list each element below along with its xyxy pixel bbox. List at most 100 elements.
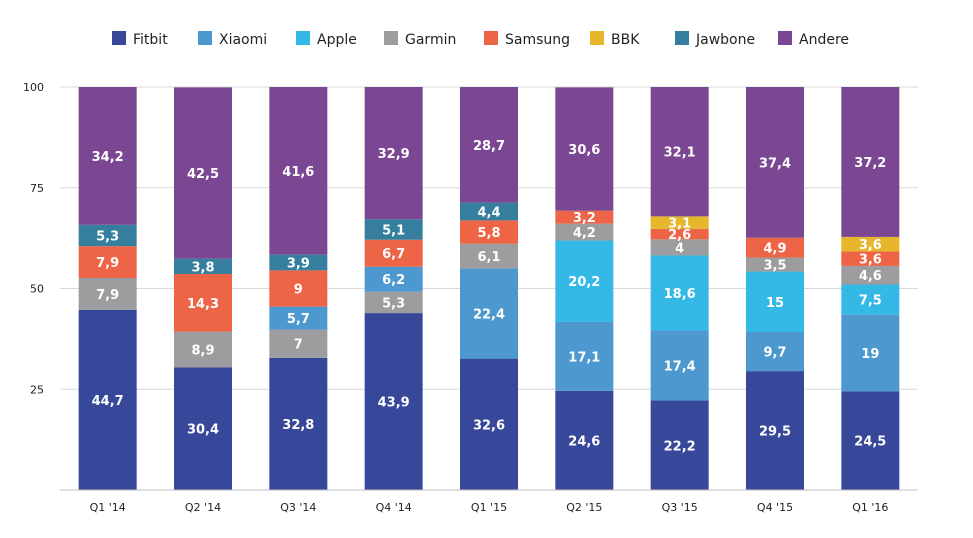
data-label-garmin: 7 <box>294 338 303 353</box>
bar-segment-samsung <box>650 228 709 240</box>
bar-segment-fitbit <box>364 313 423 490</box>
data-label-andere: 42,5 <box>187 167 219 182</box>
bar-segment-fitbit <box>174 367 232 490</box>
bar-segment-garmin <box>555 223 614 241</box>
bar-stack-q3-15: 22,2 17,4 18,6 42,63,1 32,1 <box>650 87 709 490</box>
data-label-fitbit: 24,6 <box>568 434 600 449</box>
data-label-andere: 32,1 <box>664 146 696 161</box>
bar-segment-andere <box>174 87 232 259</box>
legend-label-andere: Andere <box>799 32 849 48</box>
bar-segment-samsung <box>746 237 804 258</box>
legend-swatch-apple <box>296 31 310 45</box>
y-tick-label: 75 <box>30 182 44 195</box>
x-tick-label: Q3 '15 <box>662 501 698 514</box>
data-label-garmin: 4,2 <box>573 226 596 241</box>
bar-segment-andere <box>78 87 137 225</box>
bar-segment-samsung <box>269 270 328 307</box>
bar-segment-garmin <box>269 329 328 358</box>
bar-segment-xiaomi <box>746 332 804 372</box>
data-label-samsung: 14,3 <box>187 297 219 312</box>
data-label-samsung: 2,6 <box>668 228 691 243</box>
data-label-bbk: 3,1 <box>668 217 691 232</box>
y-tick-label: 100 <box>23 81 44 94</box>
data-label-garmin: 3,5 <box>763 259 786 274</box>
data-label-xiaomi: 22,4 <box>473 307 505 322</box>
data-label-andere: 37,2 <box>854 156 886 171</box>
data-label-garmin: 8,9 <box>191 344 214 359</box>
data-label-fitbit: 32,8 <box>282 418 314 433</box>
bar-segment-andere <box>841 87 900 237</box>
x-tick-label: Q1 '16 <box>852 501 888 514</box>
x-tick-label: Q1 '14 <box>90 501 126 514</box>
data-label-samsung: 6,7 <box>382 247 405 262</box>
legend-swatch-samsung <box>484 31 498 45</box>
y-tick-label: 50 <box>30 283 44 296</box>
data-label-andere: 32,9 <box>378 147 410 162</box>
data-label-jawbone: 3,8 <box>191 260 214 275</box>
bar-segment-fitbit <box>460 358 518 490</box>
bar-segment-andere <box>555 87 614 211</box>
data-label-garmin: 6,1 <box>477 250 500 265</box>
legend-swatch-fitbit <box>112 31 126 45</box>
bar-segment-samsung <box>460 220 518 244</box>
data-label-xiaomi: 17,4 <box>664 359 696 374</box>
data-label-garmin: 4,6 <box>859 269 882 284</box>
bar-segment-andere <box>746 87 804 238</box>
data-label-fitbit: 22,2 <box>664 439 696 454</box>
legend-label-apple: Apple <box>317 32 357 48</box>
y-axis-ticks: 25 50 75 100 <box>23 81 44 396</box>
bar-segment-samsung <box>841 251 900 266</box>
x-tick-label: Q1 '15 <box>471 501 507 514</box>
data-label-xiaomi: 9,7 <box>763 346 786 361</box>
bar-stack-q4-14: 43,9 5,3 6,2 6,7 5,1 32,9 <box>364 87 423 490</box>
bar-segment-samsung <box>78 246 137 279</box>
bar-segment-andere <box>364 87 423 220</box>
y-tick-label: 25 <box>30 383 44 396</box>
bar-segment-fitbit <box>746 371 804 490</box>
data-label-samsung: 5,8 <box>477 226 500 241</box>
data-label-garmin: 7,9 <box>96 288 119 303</box>
data-label-apple: 15 <box>766 296 784 311</box>
bar-segment-xiaomi <box>269 306 328 330</box>
data-label-fitbit: 43,9 <box>378 396 410 411</box>
data-label-fitbit: 44,7 <box>92 394 124 409</box>
bar-segment-apple <box>650 255 709 331</box>
bar-stack-q4-15: 29,5 9,7 15 3,5 4,9 37,4 <box>746 87 804 490</box>
data-label-xiaomi: 17,1 <box>568 350 600 365</box>
bar-segment-garmin <box>78 278 137 310</box>
x-tick-label: Q4 '15 <box>757 501 793 514</box>
data-label-fitbit: 24,5 <box>854 435 886 450</box>
bar-segment-apple <box>746 271 804 333</box>
data-label-apple: 7,5 <box>859 294 882 309</box>
legend-label-xiaomi: Xiaomi <box>219 32 267 48</box>
bar-segment-samsung <box>364 239 423 267</box>
bar-segment-bbk <box>650 216 709 229</box>
data-label-andere: 37,4 <box>759 156 791 171</box>
data-label-samsung: 7,9 <box>96 256 119 271</box>
x-tick-label: Q4 '14 <box>376 501 412 514</box>
data-label-jawbone: 5,1 <box>382 223 405 238</box>
bar-segment-garmin <box>364 291 423 314</box>
bar-segment-garmin <box>650 239 709 256</box>
bar-segment-fitbit <box>78 309 137 490</box>
bar-segment-jawbone <box>269 254 328 271</box>
legend-label-bbk: BBK <box>611 32 640 48</box>
legend-swatch-bbk <box>590 31 604 45</box>
bar-segment-garmin <box>460 243 518 269</box>
bar-stack-q1-15: 32,6 22,4 6,1 5,8 4,4 28,7 <box>460 87 518 490</box>
data-label-andere: 30,6 <box>568 143 600 158</box>
bar-segment-jawbone <box>174 258 232 274</box>
bar-segment-xiaomi <box>460 268 518 359</box>
data-label-fitbit: 29,5 <box>759 425 791 440</box>
bar-segment-xiaomi <box>650 330 709 401</box>
bar-segment-jawbone <box>78 224 137 247</box>
legend-swatch-andere <box>778 31 792 45</box>
data-label-apple: 20,2 <box>568 275 600 290</box>
legend-label-garmin: Garmin <box>405 32 456 48</box>
bar-segment-fitbit <box>841 391 900 490</box>
bar-segment-andere <box>460 87 518 203</box>
x-tick-label: Q2 '15 <box>566 501 602 514</box>
bar-segment-samsung <box>174 273 232 332</box>
